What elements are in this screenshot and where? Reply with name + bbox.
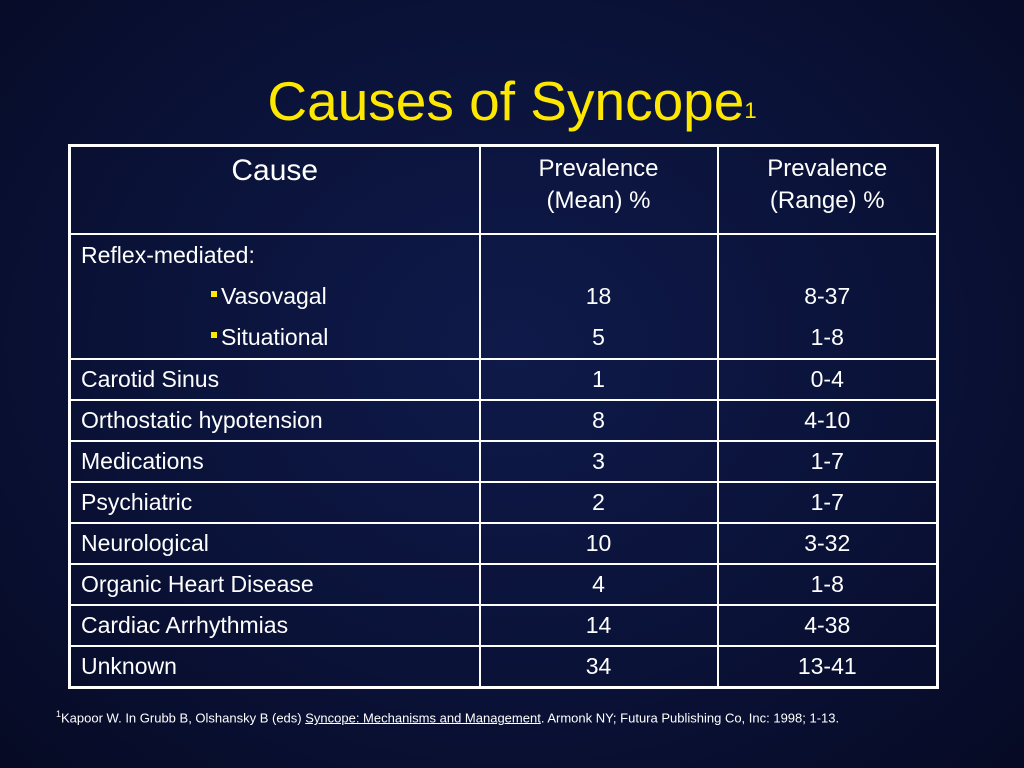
cell-range: 3-32 xyxy=(716,522,939,565)
sub-item-vasovagal: Vasovagal xyxy=(81,276,479,317)
cell-range: 0-4 xyxy=(716,358,939,401)
table-row: Medications 3 1-7 xyxy=(68,440,939,483)
footnote-text-before: Kapoor W. In Grubb B, Olshansky B (eds) xyxy=(61,710,306,726)
table-row: Unknown 34 13-41 xyxy=(68,645,939,689)
table-row: Neurological 10 3-32 xyxy=(68,522,939,565)
header-mean: Prevalence (Mean) % xyxy=(478,144,719,235)
header-row: Cause Prevalence (Mean) % Prevalence (Ra… xyxy=(68,144,939,235)
cell-range: 13-41 xyxy=(716,645,939,689)
table-row: Organic Heart Disease 4 1-8 xyxy=(68,563,939,606)
cell-cause: Cardiac Arrhythmias xyxy=(68,604,481,647)
cell-range: 4-10 xyxy=(716,399,939,442)
footnote: 1Kapoor W. In Grubb B, Olshansky B (eds)… xyxy=(56,705,956,727)
table-row: Carotid Sinus 1 0-4 xyxy=(68,358,939,401)
footnote-book-title: Syncope: Mechanisms and Management xyxy=(305,710,541,726)
reflex-cause-cell: Reflex-mediated: Vasovagal Situational xyxy=(68,233,481,360)
slide-title-text: Causes of Syncope xyxy=(267,70,745,132)
header-range: Prevalence (Range) % xyxy=(716,144,939,235)
title-superscript: 1 xyxy=(744,98,757,123)
cell-cause: Psychiatric xyxy=(68,481,481,524)
cell-cause: Unknown xyxy=(68,645,481,689)
cell-mean: 18 xyxy=(585,283,612,309)
cell-cause: Carotid Sinus xyxy=(68,358,481,401)
cell-range: 1-8 xyxy=(716,563,939,606)
cell-mean: 4 xyxy=(478,563,719,606)
slide-title: Causes of Syncope1 xyxy=(0,66,1024,136)
bullet-icon xyxy=(211,291,217,297)
cell-cause: Medications xyxy=(68,440,481,483)
footnote-marker: 1 xyxy=(56,709,62,719)
bullet-icon xyxy=(211,332,217,338)
sub-item-situational: Situational xyxy=(81,317,479,358)
table-row: Orthostatic hypotension 8 4-10 xyxy=(68,399,939,442)
cell-mean: 8 xyxy=(478,399,719,442)
reflex-label: Reflex-mediated: xyxy=(81,242,255,268)
cell-cause: Orthostatic hypotension xyxy=(68,399,481,442)
cell-cause: Organic Heart Disease xyxy=(68,563,481,606)
header-range-line2: (Range) % xyxy=(769,187,885,214)
header-range-line1: Prevalence xyxy=(767,155,888,182)
sub-item-label: Vasovagal xyxy=(221,283,327,309)
header-mean-line1: Prevalence xyxy=(538,155,659,182)
footnote-text-after: . Armonk NY; Futura Publishing Co, Inc: … xyxy=(540,710,840,726)
cell-range: 4-38 xyxy=(716,604,939,647)
cell-mean: 10 xyxy=(478,522,719,565)
table-row: Cardiac Arrhythmias 14 4-38 xyxy=(68,604,939,647)
cell-range: 1-7 xyxy=(716,440,939,483)
cell-mean: 5 xyxy=(592,324,605,350)
reflex-mean-cell: 18 5 xyxy=(478,233,719,360)
cell-mean: 1 xyxy=(478,358,719,401)
cell-mean: 14 xyxy=(478,604,719,647)
cell-mean: 34 xyxy=(478,645,719,689)
cell-range: 8-37 xyxy=(804,283,851,309)
cell-mean: 3 xyxy=(478,440,719,483)
header-mean-line2: (Mean) % xyxy=(546,187,651,214)
syncope-causes-table: Cause Prevalence (Mean) % Prevalence (Ra… xyxy=(68,144,939,689)
sub-item-label: Situational xyxy=(221,324,329,350)
cell-cause: Neurological xyxy=(68,522,481,565)
cell-range: 1-8 xyxy=(810,324,844,350)
cell-range: 1-7 xyxy=(716,481,939,524)
cell-mean: 2 xyxy=(478,481,719,524)
header-cause: Cause xyxy=(68,144,481,235)
table-row-reflex: Reflex-mediated: Vasovagal Situational 1… xyxy=(68,233,939,360)
reflex-range-cell: 8-37 1-8 xyxy=(716,233,939,360)
table-row: Psychiatric 2 1-7 xyxy=(68,481,939,524)
